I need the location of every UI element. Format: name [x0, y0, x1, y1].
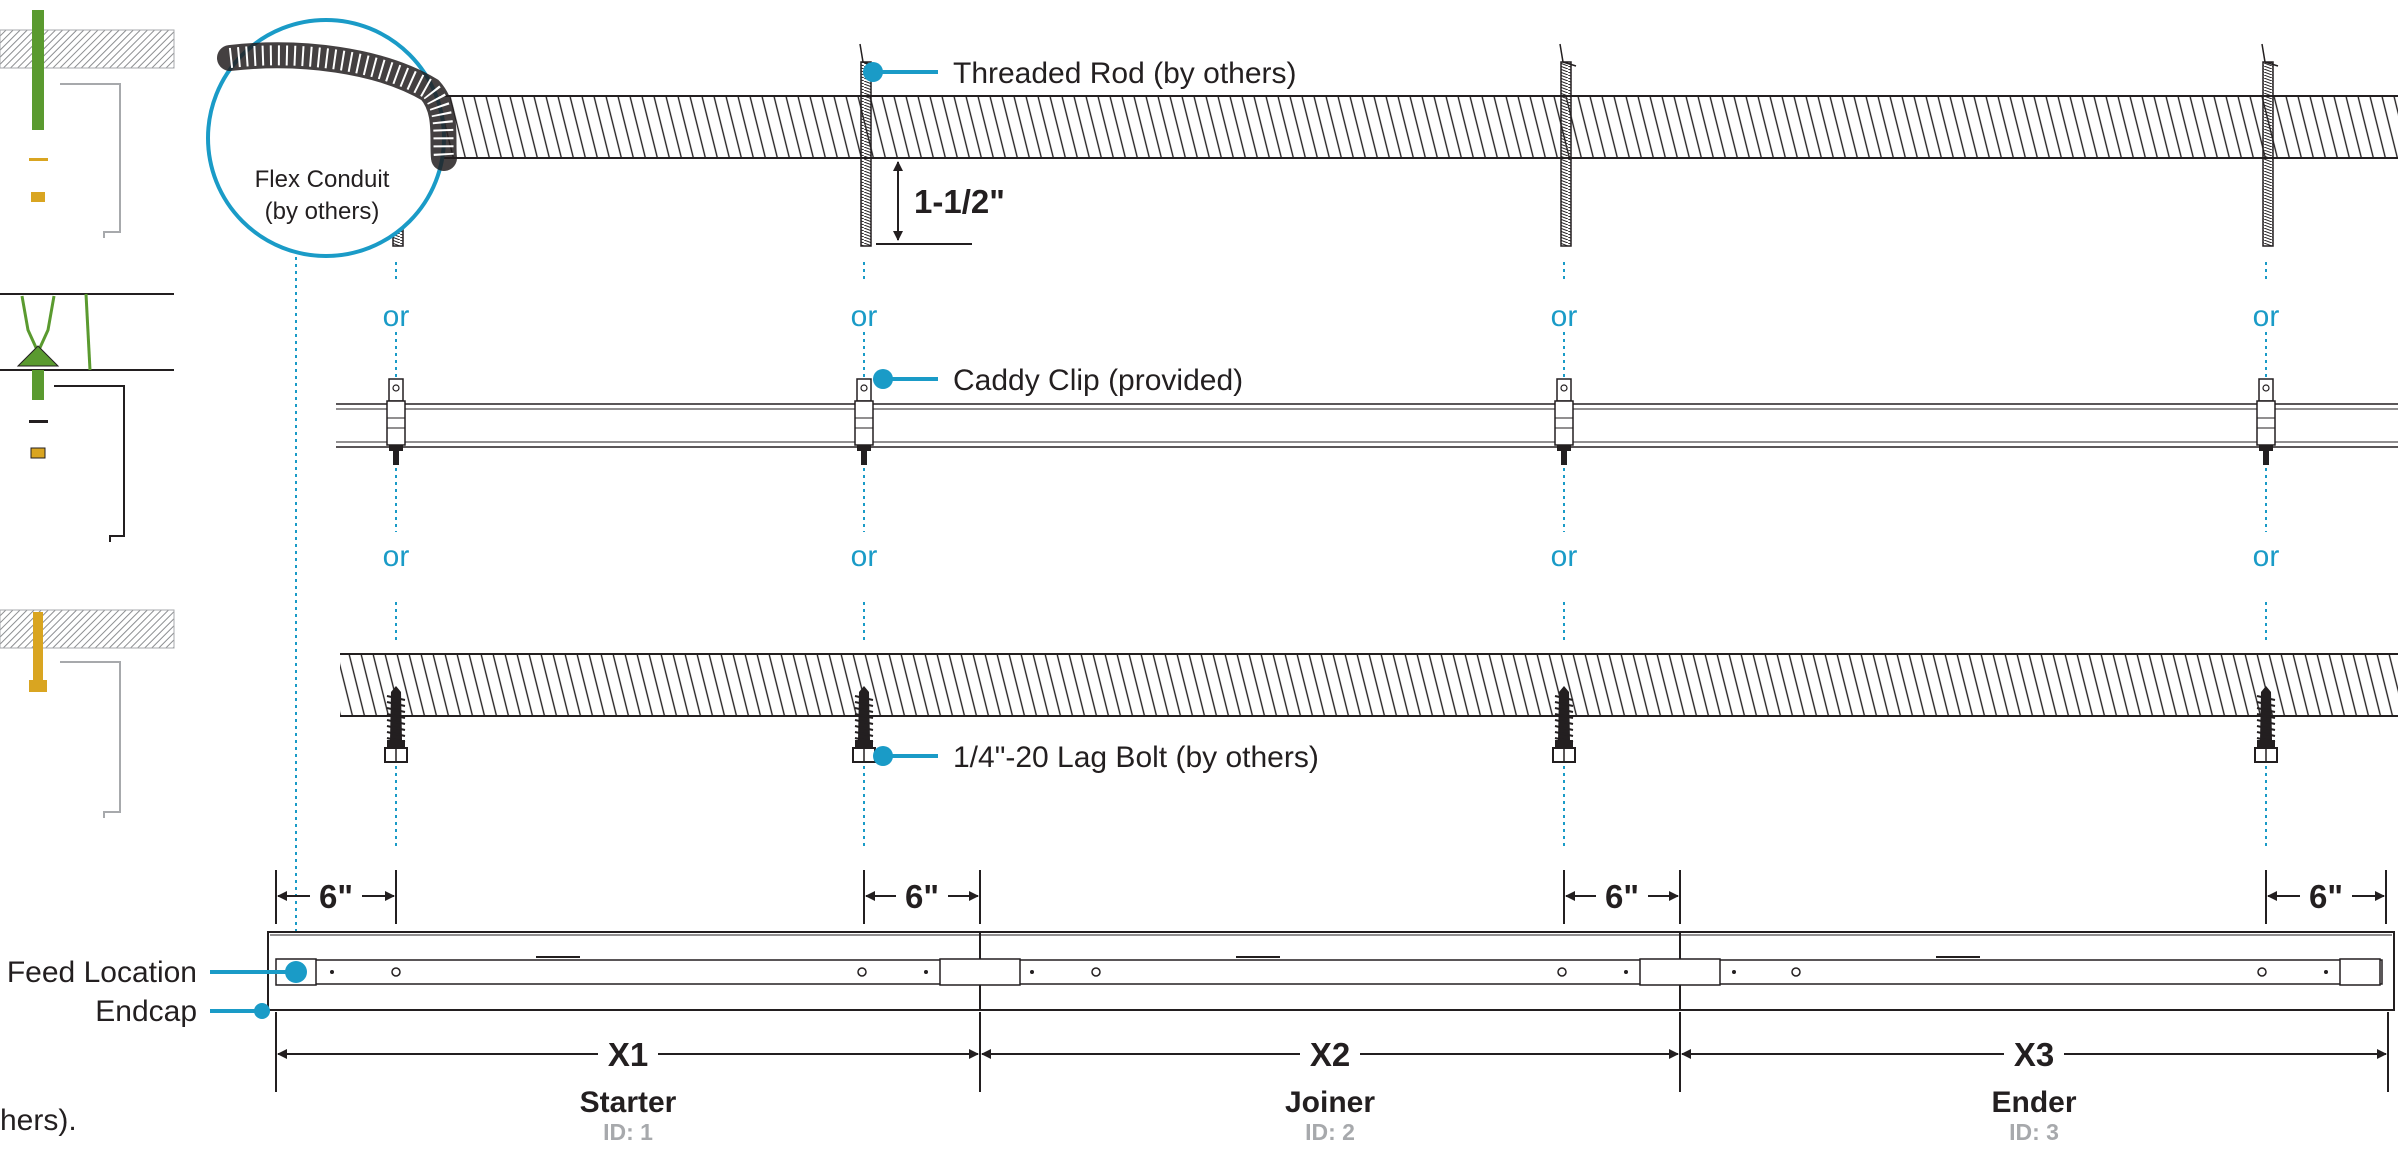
- offset-dimensions: 6" 6" 6" 6": [275, 870, 2387, 924]
- caddy-clip-label: Caddy Clip (provided): [953, 364, 1243, 397]
- fixture-body: [267, 931, 2395, 1011]
- segment-type: Starter: [580, 1086, 677, 1119]
- offset-label: 6": [319, 878, 353, 915]
- segment-id: ID: 1: [603, 1119, 653, 1144]
- offset-label: 6": [905, 878, 939, 915]
- lag-bolt: [2254, 686, 2278, 763]
- mounting-hardware: [384, 43, 2279, 763]
- caddy-clip: [1554, 378, 1574, 465]
- segment-type: Ender: [1991, 1086, 2076, 1119]
- or-label: or: [1551, 300, 1578, 333]
- lag-bolt-callout: 1/4"-20 Lag Bolt (by others): [873, 741, 1319, 774]
- feed-location-label: Feed Location: [7, 956, 197, 989]
- offset-dimension: 6": [863, 870, 981, 924]
- segment-type: Joiner: [1285, 1086, 1375, 1119]
- threaded-rod: [1559, 43, 1577, 247]
- segment-id: ID: 2: [1305, 1119, 1355, 1144]
- lag-bolt: [852, 686, 876, 763]
- threaded-rod: [2261, 43, 2279, 247]
- ceiling-rod-surface: [440, 95, 2398, 159]
- caddy-clip: [854, 378, 874, 465]
- lag-bolt: [1552, 686, 1576, 763]
- threaded-rod-callout: Threaded Rod (by others): [863, 57, 1297, 90]
- or-label: or: [383, 540, 410, 573]
- or-label: or: [851, 300, 878, 333]
- offset-dimension: 6": [2265, 870, 2387, 924]
- or-label: or: [1551, 540, 1578, 573]
- threaded-rod-label: Threaded Rod (by others): [953, 57, 1297, 90]
- flex-conduit-label-1: Flex Conduit: [255, 166, 390, 193]
- rod-length-label: 1-1/2": [914, 183, 1005, 220]
- truncated-note: hers).: [0, 1104, 77, 1137]
- rod-length-dimension: 1-1/2": [876, 157, 1005, 245]
- thumb-caddy-clip: [0, 293, 174, 542]
- lag-bolt: [384, 686, 408, 763]
- or-label: or: [2253, 300, 2280, 333]
- ceiling-lag-surface: [340, 653, 2398, 717]
- thumb-threaded-rod: [0, 10, 175, 238]
- offset-label: 6": [2309, 878, 2343, 915]
- thumb-lag-bolt: [0, 609, 175, 818]
- caddy-clip: [2256, 378, 2276, 465]
- offset-label: 6": [1605, 878, 1639, 915]
- lag-bolt-label: 1/4"-20 Lag Bolt (by others): [953, 741, 1319, 774]
- alignment-guides: or or or or or or or or: [383, 262, 2280, 850]
- segment-name: X3: [2014, 1036, 2054, 1073]
- offset-dimension: 6": [1563, 870, 1681, 924]
- endcap-label: Endcap: [95, 995, 197, 1028]
- flex-conduit-label-2: (by others): [265, 198, 380, 225]
- grid-t-bar: [336, 403, 2398, 448]
- or-label: or: [851, 540, 878, 573]
- caddy-clip-callout: Caddy Clip (provided): [873, 364, 1243, 397]
- or-label: or: [383, 300, 410, 333]
- or-label: or: [2253, 540, 2280, 573]
- flex-conduit-callout: Flex Conduit (by others): [206, 18, 457, 950]
- caddy-clip: [386, 378, 406, 465]
- segment-id: ID: 3: [2009, 1119, 2059, 1144]
- endcap-callout: Endcap: [95, 995, 270, 1028]
- feed-location-callout: Feed Location: [7, 956, 307, 989]
- offset-dimension: 6": [275, 870, 397, 924]
- segment-name: X1: [608, 1036, 648, 1073]
- segment-name: X2: [1310, 1036, 1350, 1073]
